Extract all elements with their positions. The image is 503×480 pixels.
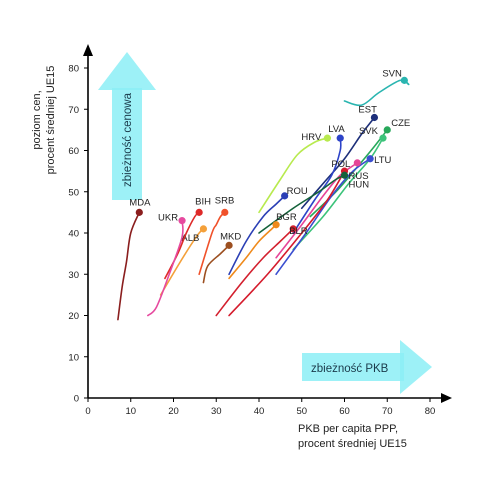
series-blr: BLR [215,225,308,317]
x-tick-label: 30 [211,406,222,417]
series-mda: MDA [117,197,151,321]
country-label-rus: RUS [349,171,369,182]
series-svn: SVN [343,68,410,107]
series-line-mkd [202,243,231,284]
series-line-srb [198,211,226,276]
x-tick-label: 60 [339,406,350,417]
country-label-blr: BLR [289,226,308,237]
data-point-mda [135,208,143,216]
data-point-svk [379,134,387,142]
country-label-lva: LVA [328,124,345,135]
series-alb: ALB [159,225,208,296]
country-label-bgr: BGR [276,212,297,223]
series-line-hun [258,174,346,234]
country-label-srb: SRB [215,195,235,206]
series-srb: SRB [198,195,235,276]
y-tick-label: 70 [68,105,79,116]
series-line-svk [292,137,384,251]
data-point-est [370,113,379,122]
ticks: 0 10 20 30 40 50 60 70 80 0 10 20 30 40 50 60 70 80 [68,64,435,418]
data-point-ltu [366,155,374,163]
country-label-cze: CZE [391,118,410,129]
y-tick-label: 0 [74,394,79,405]
x-axis-arrowhead [441,393,452,403]
data-point-hrv [323,134,331,142]
y-tick-label: 60 [68,146,79,157]
y-tick-label: 50 [68,187,79,198]
country-label-svn: SVN [382,68,402,79]
series-line-ltu [275,157,371,276]
price-convergence-arrow: zbieżność cenowa [98,52,156,200]
x-axis-title-line1: PKB per capita PPP, [298,423,398,435]
x-tick-label: 20 [168,406,179,417]
series-svk: SVK [292,126,387,251]
country-label-alb: ALB [181,233,199,244]
data-point-srb [221,208,229,216]
y-axis-title-line1: poziom cen, [31,90,43,149]
y-tick-label: 80 [68,64,79,75]
series-ltu: LTU [275,155,392,276]
series-line-rus [228,170,346,317]
x-tick-label: 80 [425,406,436,417]
data-point-svn [400,76,408,84]
data-point-cze [383,126,391,134]
data-point-mkd [225,241,233,249]
country-label-mkd: MKD [220,231,241,242]
series-est: EST [300,105,379,210]
data-point-hun [340,171,349,179]
x-axis-title-line2: procent średniej UE15 [298,438,407,450]
country-label-bih: BIH [195,196,211,207]
x-axis-title: PKB per capita PPP, procent średniej UE1… [298,423,407,450]
data-point-blr [289,225,297,233]
series-hun: HUN [258,171,370,234]
country-label-mda: MDA [129,197,151,208]
y-axis-title: poziom cen, procent średniej UE15 [31,66,57,175]
series-line-mda [117,211,141,321]
series-line-lva [292,137,342,234]
series-hrv: HRV [258,132,331,214]
series-lva: LVA [292,124,345,234]
x-tick-label: 10 [125,406,136,417]
gdp-convergence-arrow: zbieżność PKB [302,340,432,394]
data-point-rou [281,192,289,200]
y-axis-title-line2: procent średniej UE15 [45,66,57,175]
x-tick-label: 50 [296,406,307,417]
x-tick-label: 0 [85,406,90,417]
series-line-blr [215,228,294,317]
series-line-svn [343,79,410,107]
series-mkd: MKD [202,231,241,284]
country-label-svk: SVK [359,126,379,137]
x-tick-label: 40 [254,406,265,417]
gdp-convergence-label: zbieżność PKB [311,363,389,375]
data-point-lva [336,134,344,142]
country-label-ukr: UKR [158,213,178,224]
series-bgr: BGR [228,212,297,280]
country-label-hun: HUN [349,179,370,190]
data-point-ukr [178,217,186,225]
data-point-pol [353,159,361,167]
series-line-hrv [258,137,329,214]
country-label-hrv: HRV [301,132,322,143]
country-label-est: EST [358,105,377,116]
series-line-ukr [147,219,184,317]
country-label-rou: ROU [287,186,308,197]
series-line-rou [228,195,286,276]
y-axis-arrowhead [83,44,93,56]
series-ukr: UKR [147,213,186,317]
data-point-alb [199,225,208,233]
y-tick-label: 30 [68,270,79,281]
y-tick-label: 40 [68,229,79,240]
y-tick-label: 20 [68,311,79,322]
data-point-bgr [272,221,280,229]
country-label-ltu: LTU [374,155,391,166]
y-tick-label: 10 [68,352,79,363]
x-tick-label: 70 [382,406,393,417]
series-line-est [300,116,376,210]
country-label-pol: POL [331,159,350,170]
data-point-bih [195,208,203,216]
price-convergence-label: zbieżność cenowa [122,92,134,187]
series-rou: ROU [228,186,308,276]
